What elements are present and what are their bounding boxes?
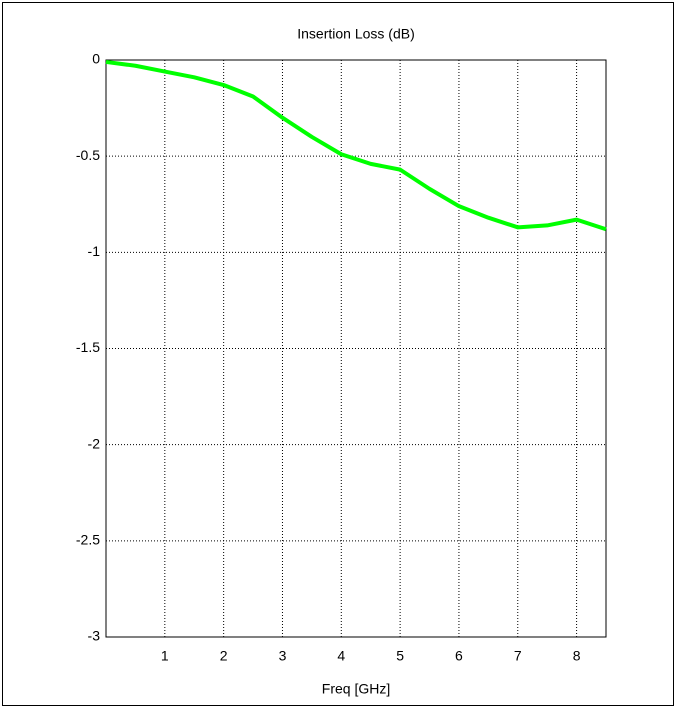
x-tick-label: 5	[396, 648, 404, 664]
x-tick-label: 4	[337, 648, 345, 664]
y-tick-label: -0.5	[76, 147, 100, 163]
y-tick-label: 0	[92, 51, 100, 67]
x-tick-label: 7	[514, 648, 522, 664]
plot-box	[105, 59, 607, 638]
x-tick-label: 2	[220, 648, 228, 664]
y-tick-label: -1	[88, 243, 101, 259]
x-tick-label: 1	[161, 648, 169, 664]
y-tick-label: -1.5	[76, 339, 100, 355]
x-tick-label: 8	[573, 648, 581, 664]
y-tick-label: -2	[88, 435, 101, 451]
x-tick-label: 3	[279, 648, 287, 664]
data-line	[105, 59, 607, 232]
y-tick-label: -2.5	[76, 532, 100, 548]
y-tick-label: -3	[88, 628, 101, 644]
x-axis-label: Freq [GHz]	[322, 681, 390, 697]
chart-title: Insertion Loss (dB)	[297, 26, 415, 42]
x-tick-label: 6	[455, 648, 463, 664]
